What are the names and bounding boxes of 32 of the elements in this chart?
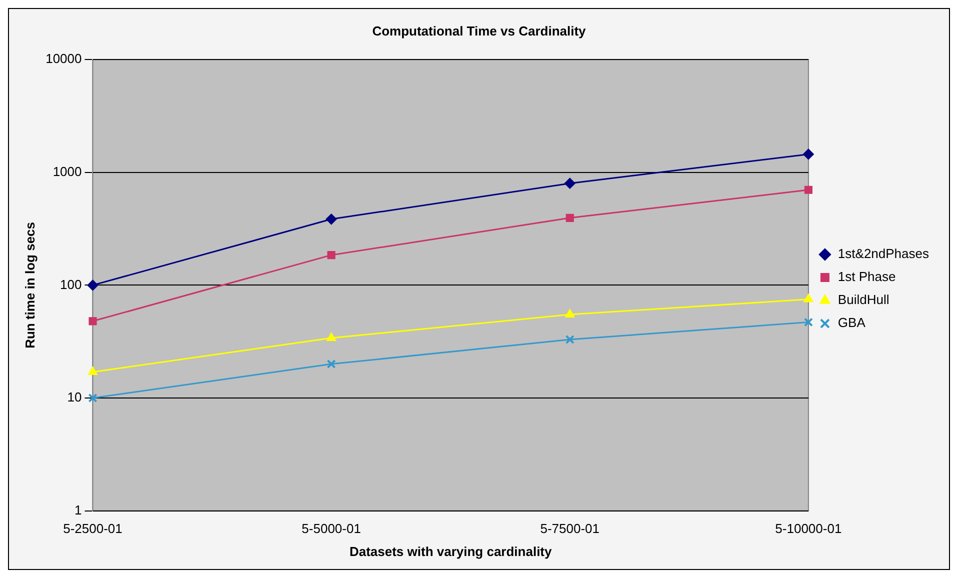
point: [802, 148, 814, 160]
point: [88, 317, 97, 326]
x-tick-label: 5-5000-01: [302, 521, 361, 536]
chart-title: Computational Time vs Cardinality: [372, 23, 587, 38]
legend-label: 1st&2ndPhases: [838, 246, 930, 262]
x-tick-label: 5-7500-01: [540, 521, 600, 536]
legend-label: GBA: [838, 315, 866, 330]
y-tick-label: 100: [60, 276, 82, 292]
y-axis-title: Run time in log secs: [22, 222, 38, 348]
x-tick-label: 5-2500-01: [63, 521, 122, 536]
x-tick-label: 5-10000-01: [775, 521, 842, 536]
legend-label: BuildHull: [838, 292, 890, 308]
point: [804, 186, 812, 194]
point: [804, 294, 814, 302]
x-axis-title: Datasets with varying cardinality: [349, 544, 553, 559]
point: [326, 214, 337, 225]
y-tick-label: 1000: [52, 164, 82, 179]
point: [566, 214, 574, 222]
point: [565, 308, 575, 318]
point: [87, 280, 98, 291]
legend-label: 1st Phase: [838, 269, 896, 284]
point: [88, 366, 98, 376]
y-tick-label: 1: [74, 502, 82, 518]
point: [88, 393, 98, 403]
point: [326, 332, 336, 342]
y-tick-label: 10000: [46, 51, 82, 66]
point: [327, 251, 336, 260]
point: [565, 334, 574, 344]
point: [326, 360, 336, 369]
point: [564, 178, 576, 189]
y-tick-label: 10: [67, 390, 82, 405]
point: [804, 318, 813, 327]
